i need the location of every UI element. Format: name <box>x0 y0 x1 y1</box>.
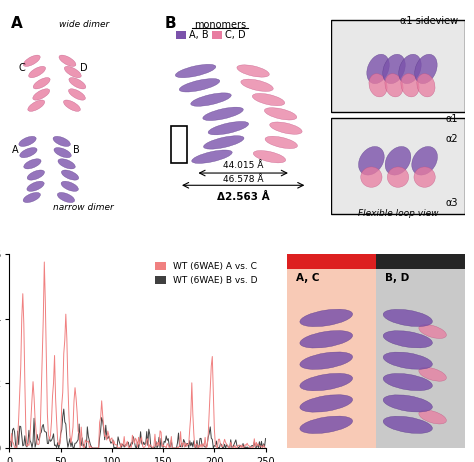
Bar <box>376 254 465 448</box>
Ellipse shape <box>23 55 40 67</box>
Bar <box>331 118 465 214</box>
Ellipse shape <box>191 93 231 106</box>
Ellipse shape <box>28 100 45 111</box>
Ellipse shape <box>383 331 432 348</box>
Ellipse shape <box>383 395 432 412</box>
Text: α2: α2 <box>445 134 458 145</box>
Text: D: D <box>80 63 88 73</box>
Ellipse shape <box>369 73 387 97</box>
Ellipse shape <box>24 159 41 169</box>
Ellipse shape <box>28 67 46 78</box>
Ellipse shape <box>401 73 419 97</box>
Ellipse shape <box>383 416 432 433</box>
Ellipse shape <box>387 167 409 187</box>
Text: narrow dimer: narrow dimer <box>54 203 114 212</box>
Ellipse shape <box>253 151 286 163</box>
Bar <box>331 20 465 112</box>
Ellipse shape <box>385 146 411 175</box>
Text: B, D: B, D <box>385 273 409 283</box>
Ellipse shape <box>54 147 71 158</box>
Ellipse shape <box>58 159 75 169</box>
Text: α1: α1 <box>446 114 458 124</box>
Text: B: B <box>73 145 80 155</box>
Ellipse shape <box>208 122 249 135</box>
Text: Δ2.563 Å: Δ2.563 Å <box>217 191 270 201</box>
Ellipse shape <box>191 150 232 164</box>
Bar <box>171 126 187 163</box>
Text: A: A <box>12 145 19 155</box>
Ellipse shape <box>300 416 353 433</box>
Ellipse shape <box>64 100 81 111</box>
Ellipse shape <box>367 54 389 84</box>
Ellipse shape <box>57 193 74 202</box>
Ellipse shape <box>241 79 273 91</box>
Text: α1 sideview: α1 sideview <box>400 16 458 26</box>
Text: Flexible loop view: Flexible loop view <box>358 209 438 218</box>
Ellipse shape <box>412 146 438 175</box>
Bar <box>287 254 376 269</box>
Ellipse shape <box>175 64 216 78</box>
Ellipse shape <box>399 54 421 84</box>
Ellipse shape <box>27 181 44 191</box>
Ellipse shape <box>252 93 285 106</box>
Ellipse shape <box>383 352 432 369</box>
Ellipse shape <box>23 193 40 202</box>
Ellipse shape <box>414 167 435 187</box>
Ellipse shape <box>361 167 382 187</box>
Ellipse shape <box>383 373 432 391</box>
Bar <box>287 254 376 448</box>
Text: C, D: C, D <box>225 30 246 40</box>
Bar <box>376 254 465 269</box>
Bar <box>176 31 186 39</box>
Ellipse shape <box>20 147 37 158</box>
Bar <box>212 31 222 39</box>
Text: 44.015 Å: 44.015 Å <box>223 161 264 170</box>
Ellipse shape <box>300 373 353 391</box>
Legend: WT (6WAE) A vs. C, WT (6WAE) B vs. D: WT (6WAE) A vs. C, WT (6WAE) B vs. D <box>151 258 261 288</box>
Text: A, B: A, B <box>189 30 209 40</box>
Ellipse shape <box>383 54 405 84</box>
Ellipse shape <box>59 55 76 67</box>
Ellipse shape <box>270 122 302 134</box>
Ellipse shape <box>300 352 353 370</box>
Ellipse shape <box>419 410 447 424</box>
Ellipse shape <box>300 331 353 348</box>
Ellipse shape <box>237 65 269 77</box>
Ellipse shape <box>358 146 384 175</box>
Ellipse shape <box>203 107 243 121</box>
Ellipse shape <box>417 73 435 97</box>
Ellipse shape <box>264 108 297 120</box>
Ellipse shape <box>385 73 403 97</box>
Ellipse shape <box>64 67 81 78</box>
Ellipse shape <box>419 367 447 381</box>
Ellipse shape <box>33 89 50 100</box>
Ellipse shape <box>53 136 70 146</box>
Ellipse shape <box>33 78 50 89</box>
Text: monomers: monomers <box>194 20 246 30</box>
Ellipse shape <box>62 170 79 180</box>
Ellipse shape <box>179 79 220 92</box>
Text: A, C: A, C <box>296 273 319 283</box>
Ellipse shape <box>203 136 244 149</box>
Ellipse shape <box>300 395 353 412</box>
Text: A: A <box>11 16 23 31</box>
Ellipse shape <box>19 136 36 146</box>
Ellipse shape <box>69 89 85 100</box>
Ellipse shape <box>61 181 78 191</box>
Ellipse shape <box>415 54 437 84</box>
Ellipse shape <box>69 78 86 89</box>
Text: C: C <box>18 63 25 73</box>
Ellipse shape <box>27 170 45 180</box>
Text: B: B <box>164 16 176 31</box>
Text: 46.578 Å: 46.578 Å <box>223 175 264 184</box>
Ellipse shape <box>265 136 298 149</box>
Ellipse shape <box>300 309 353 327</box>
Ellipse shape <box>383 310 432 327</box>
Ellipse shape <box>419 325 447 339</box>
Text: α3: α3 <box>446 198 458 208</box>
Text: wide dimer: wide dimer <box>59 20 109 29</box>
